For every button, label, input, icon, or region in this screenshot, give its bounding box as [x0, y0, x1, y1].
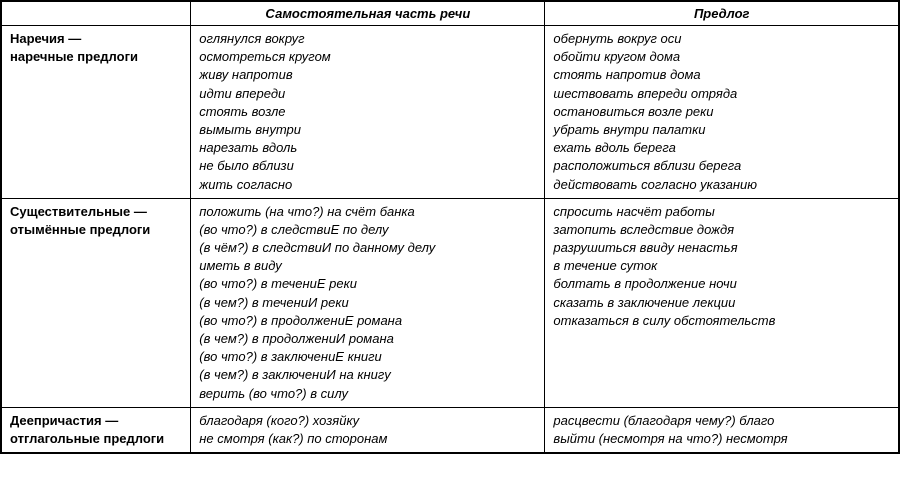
right-line: стоять напротив дома — [553, 66, 890, 84]
middle-line: идти впереди — [199, 85, 536, 103]
middle-line: не смотря (как?) по сторонам — [199, 430, 536, 448]
row-independent: положить (на что?) на счёт банка(во что?… — [191, 198, 545, 407]
right-line: расцвести (благодаря чему?) благо — [553, 412, 890, 430]
label-line: Существительные — — [10, 203, 182, 221]
right-line: сказать в заключение лекции — [553, 294, 890, 312]
middle-line: благодаря (кого?) хозяйку — [199, 412, 536, 430]
row-label: Существительные —отымённые предлоги — [1, 198, 191, 407]
right-line: в течение суток — [553, 257, 890, 275]
middle-line: иметь в виду — [199, 257, 536, 275]
middle-line: стоять возле — [199, 103, 536, 121]
right-line: отказаться в силу обстоятельств — [553, 312, 890, 330]
right-line: затопить вследствие дождя — [553, 221, 890, 239]
table-row: Существительные —отымённые предлогиполож… — [1, 198, 899, 407]
table-row: Наречия —наречные предлогиоглянулся вокр… — [1, 26, 899, 199]
grammar-table: Самостоятельная часть речи Предлог Нареч… — [0, 0, 900, 454]
middle-line: положить (на что?) на счёт банка — [199, 203, 536, 221]
right-line: болтать в продолжение ночи — [553, 275, 890, 293]
right-line: спросить насчёт работы — [553, 203, 890, 221]
middle-line: (во что?) в заключениЕ книги — [199, 348, 536, 366]
middle-line: жить согласно — [199, 176, 536, 194]
header-row: Самостоятельная часть речи Предлог — [1, 1, 899, 26]
right-line: расположиться вблизи берега — [553, 157, 890, 175]
middle-line: (во что?) в течениЕ реки — [199, 275, 536, 293]
row-label: Наречия —наречные предлоги — [1, 26, 191, 199]
right-line: ехать вдоль берега — [553, 139, 890, 157]
label-line: Наречия — — [10, 30, 182, 48]
row-label: Деепричастия —отглагольные предлоги — [1, 407, 191, 453]
row-preposition: расцвести (благодаря чему?) благовыйти (… — [545, 407, 899, 453]
right-line: убрать внутри палатки — [553, 121, 890, 139]
header-independent: Самостоятельная часть речи — [191, 1, 545, 26]
middle-line: (в чём?) в следствиИ по данному делу — [199, 239, 536, 257]
middle-line: осмотреться кругом — [199, 48, 536, 66]
right-line: выйти (несмотря на что?) несмотря — [553, 430, 890, 448]
row-preposition: спросить насчёт работызатопить вследстви… — [545, 198, 899, 407]
table-row: Деепричастия —отглагольные предлогиблаго… — [1, 407, 899, 453]
right-line: шествовать впереди отряда — [553, 85, 890, 103]
label-line: отглагольные предлоги — [10, 430, 182, 448]
row-preposition: обернуть вокруг осиобойти кругом домасто… — [545, 26, 899, 199]
right-line: обойти кругом дома — [553, 48, 890, 66]
row-independent: благодаря (кого?) хозяйкуне смотря (как?… — [191, 407, 545, 453]
right-line: действовать согласно указанию — [553, 176, 890, 194]
label-line: отымённые предлоги — [10, 221, 182, 239]
header-empty — [1, 1, 191, 26]
middle-line: (во что?) в следствиЕ по делу — [199, 221, 536, 239]
row-independent: оглянулся вокругосмотреться кругомживу н… — [191, 26, 545, 199]
middle-line: оглянулся вокруг — [199, 30, 536, 48]
right-line: обернуть вокруг оси — [553, 30, 890, 48]
middle-line: (в чем?) в течениИ реки — [199, 294, 536, 312]
header-preposition: Предлог — [545, 1, 899, 26]
table-body: Наречия —наречные предлогиоглянулся вокр… — [1, 26, 899, 454]
middle-line: верить (во что?) в силу — [199, 385, 536, 403]
middle-line: живу напротив — [199, 66, 536, 84]
middle-line: (в чем?) в заключениИ на книгу — [199, 366, 536, 384]
middle-line: вымыть внутри — [199, 121, 536, 139]
middle-line: (во что?) в продолжениЕ романа — [199, 312, 536, 330]
middle-line: не было вблизи — [199, 157, 536, 175]
middle-line: нарезать вдоль — [199, 139, 536, 157]
middle-line: (в чем?) в продолжениИ романа — [199, 330, 536, 348]
right-line: разрушиться ввиду ненастья — [553, 239, 890, 257]
label-line: наречные предлоги — [10, 48, 182, 66]
label-line: Деепричастия — — [10, 412, 182, 430]
right-line: остановиться возле реки — [553, 103, 890, 121]
